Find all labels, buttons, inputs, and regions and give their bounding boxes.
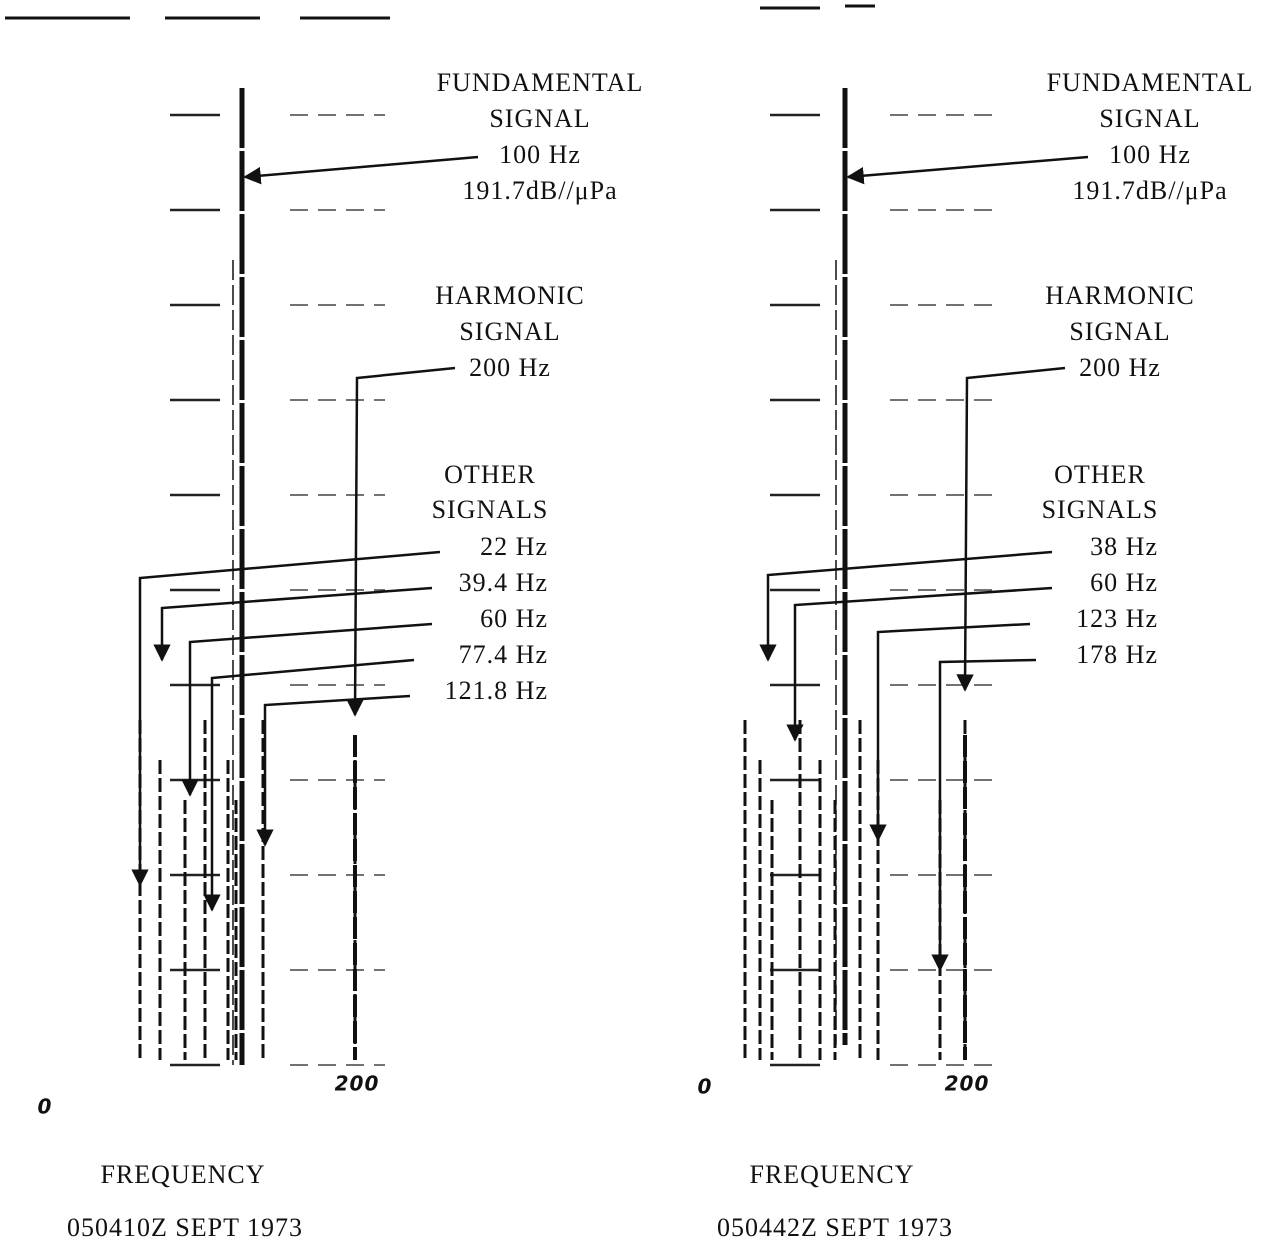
arrow	[869, 622, 1031, 842]
arrow	[131, 550, 441, 887]
fundamental-label: SIGNAL	[1099, 104, 1200, 133]
panel: FUNDAMENTAL SIGNAL 100 Hz 191.7dB//μPa HARMO…	[698, 68, 1254, 1242]
other-signal-label: 77.4 Hz	[459, 640, 548, 669]
axis-title: FREQUENCY	[100, 1160, 265, 1189]
panel: FUNDAMENTAL SIGNAL 100 Hz 191.7dB//μPa HARMO…	[38, 68, 644, 1242]
other-signal-label: 39.4 Hz	[459, 568, 548, 597]
other-label: SIGNALS	[432, 495, 549, 524]
axis-start: 0	[698, 1075, 713, 1099]
harmonic-label: 200 Hz	[1079, 353, 1161, 382]
fundamental-label: 191.7dB//μPa	[1072, 176, 1227, 205]
harmonic-label: SIGNAL	[459, 317, 560, 346]
axis-start: 0	[38, 1095, 53, 1119]
other-signal-label: 60 Hz	[480, 604, 548, 633]
axis-end: 200	[945, 1072, 990, 1096]
other-signal-label: 121.8 Hz	[445, 676, 548, 705]
fundamental-label: FUNDAMENTAL	[437, 68, 644, 97]
arrow	[346, 366, 456, 717]
other-signal-label: 38 Hz	[1090, 532, 1158, 561]
arrow	[956, 366, 1066, 692]
arrow	[786, 586, 1053, 742]
timestamp: 050410Z SEPT 1973	[67, 1213, 303, 1242]
arrow	[153, 586, 433, 662]
harmonic-label: HARMONIC	[435, 281, 585, 310]
fundamental-label: SIGNAL	[489, 104, 590, 133]
fundamental-label: FUNDAMENTAL	[1047, 68, 1254, 97]
other-label: SIGNALS	[1042, 495, 1159, 524]
harmonic-label: 200 Hz	[469, 353, 551, 382]
arrow	[181, 622, 433, 797]
arrow	[203, 658, 415, 912]
scan-marks	[5, 4, 875, 20]
arrow	[243, 155, 479, 185]
other-label: OTHER	[444, 460, 536, 489]
fundamental-label: 100 Hz	[499, 140, 581, 169]
harmonic-label: HARMONIC	[1045, 281, 1195, 310]
harmonic-label: SIGNAL	[1069, 317, 1170, 346]
arrow	[931, 658, 1037, 972]
other-signal-label: 60 Hz	[1090, 568, 1158, 597]
other-signal-label: 123 Hz	[1076, 604, 1158, 633]
other-signal-label: 22 Hz	[480, 532, 548, 561]
fundamental-label: 191.7dB//μPa	[462, 176, 617, 205]
fundamental-label: 100 Hz	[1109, 140, 1191, 169]
arrow	[846, 155, 1089, 185]
arrow	[759, 550, 1053, 662]
other-signal-label: 178 Hz	[1076, 640, 1158, 669]
axis-end: 200	[335, 1072, 380, 1096]
other-label: OTHER	[1054, 460, 1146, 489]
arrow	[256, 694, 411, 847]
timestamp: 050442Z SEPT 1973	[717, 1213, 953, 1242]
axis-title: FREQUENCY	[749, 1160, 914, 1189]
